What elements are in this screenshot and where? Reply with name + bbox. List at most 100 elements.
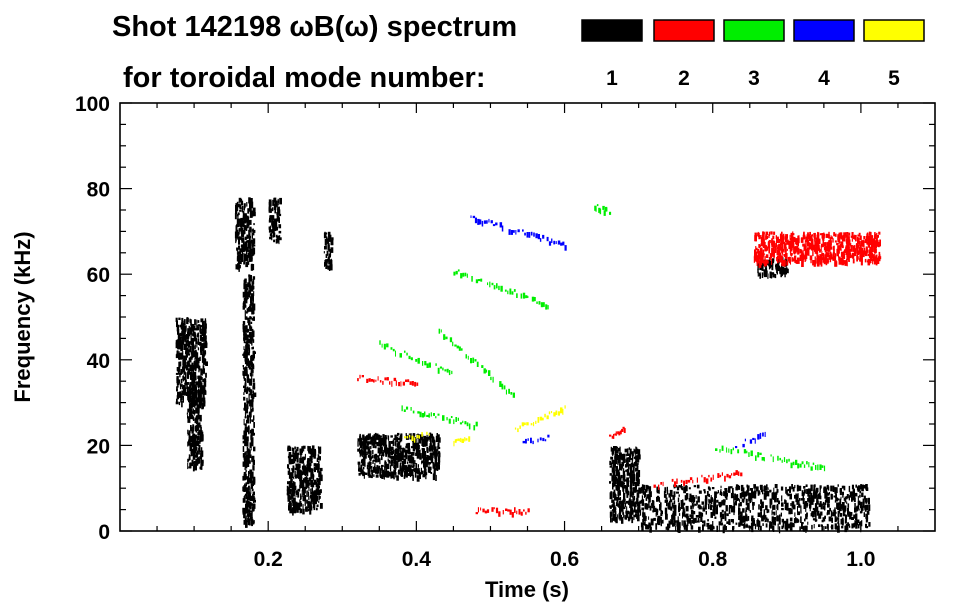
data-point (473, 425, 476, 431)
data-point (249, 316, 252, 320)
data-point (315, 497, 317, 504)
data-point (421, 413, 425, 418)
data-point (196, 457, 199, 465)
data-point (553, 240, 556, 245)
data-point (691, 519, 694, 524)
legend-label-n1: 1 (606, 67, 618, 90)
data-point (664, 487, 667, 493)
data-point (825, 252, 827, 256)
data-point (626, 480, 628, 488)
data-point (250, 300, 253, 306)
data-point (534, 297, 536, 302)
data-point (475, 421, 478, 427)
data-point (291, 493, 294, 499)
data-point (464, 421, 467, 425)
data-point (430, 412, 432, 417)
data-point (505, 389, 507, 395)
data-point (557, 411, 560, 416)
data-point (544, 439, 547, 442)
data-point (362, 442, 365, 449)
data-point (396, 443, 400, 448)
data-point (407, 442, 410, 450)
data-point (458, 438, 460, 442)
data-point (465, 438, 468, 441)
data-point (243, 456, 247, 463)
data-point (395, 380, 397, 386)
data-point (327, 243, 330, 250)
data-point (633, 448, 635, 453)
data-point (629, 484, 631, 492)
y-tick-label: 40 (87, 350, 110, 373)
data-point (202, 397, 204, 403)
data-point (813, 492, 815, 496)
data-point (380, 441, 382, 447)
data-point (411, 465, 415, 468)
series-n5-trace-1 (404, 431, 430, 443)
data-point (833, 232, 836, 237)
data-point (242, 231, 245, 235)
data-point (308, 466, 311, 472)
data-point (247, 242, 250, 249)
data-point (811, 495, 814, 499)
data-point (822, 254, 825, 260)
data-point (642, 519, 645, 523)
data-point (326, 250, 329, 256)
data-point (298, 469, 301, 474)
data-point (190, 397, 194, 403)
data-point (315, 483, 318, 488)
data-point (666, 526, 670, 530)
data-point (199, 356, 201, 361)
data-point (388, 453, 391, 456)
data-point (370, 475, 373, 479)
data-point (252, 301, 254, 305)
data-point (400, 381, 402, 387)
data-point (498, 511, 501, 517)
data-point (718, 503, 722, 507)
data-point (825, 496, 828, 503)
data-point (192, 341, 194, 349)
data-point (358, 462, 360, 469)
data-point (242, 435, 246, 440)
data-point (247, 306, 251, 310)
data-point (438, 452, 441, 459)
data-point (292, 456, 295, 461)
data-point (243, 227, 246, 234)
data-point (456, 438, 458, 442)
data-point (786, 518, 789, 526)
data-point (197, 332, 200, 337)
data-point (371, 455, 374, 459)
data-point (530, 231, 533, 236)
y-tick-label: 80 (87, 179, 110, 202)
data-point (614, 447, 616, 454)
data-point (386, 449, 389, 453)
data-point (397, 455, 399, 461)
data-point (202, 343, 205, 348)
data-point (303, 463, 305, 466)
data-point (245, 503, 247, 511)
data-point (530, 437, 532, 444)
data-point (192, 449, 194, 453)
data-point (242, 365, 244, 368)
data-point (715, 448, 718, 451)
data-point (708, 474, 710, 478)
data-point (190, 326, 192, 333)
data-point (419, 440, 422, 444)
data-point (626, 493, 629, 498)
data-point (683, 480, 685, 486)
data-point (712, 508, 716, 514)
data-point (781, 502, 784, 507)
data-point (251, 308, 253, 314)
data-point (292, 507, 295, 511)
data-point (621, 465, 624, 469)
data-point (317, 466, 320, 473)
data-point (779, 253, 781, 257)
data-point (795, 518, 798, 523)
data-point (514, 507, 516, 513)
data-point (310, 450, 312, 457)
data-point (617, 495, 620, 499)
data-point (368, 455, 372, 458)
data-point (312, 474, 315, 481)
data-point (182, 375, 184, 382)
data-point (405, 466, 407, 473)
data-point (866, 510, 870, 515)
